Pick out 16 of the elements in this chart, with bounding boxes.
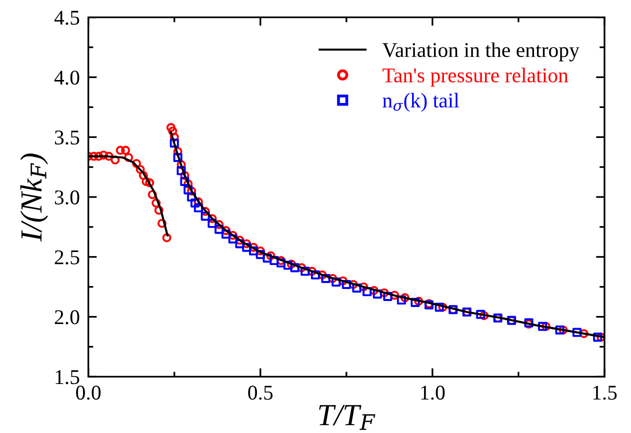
y-tick-label: 4.5 — [54, 10, 80, 25]
y-axis-title: I/(Nk$_{F}$) — [20, 154, 48, 242]
legend-label: n$_{σ}$(k) tail — [382, 92, 460, 112]
x-tick-label: 1.5 — [593, 386, 617, 400]
y-tick-label: 1.5 — [56, 370, 80, 384]
y-tick-label: 3.0 — [54, 190, 80, 205]
y-tick-label: 4.0 — [54, 70, 80, 85]
x-tick-label: 0.5 — [248, 386, 273, 400]
x-tick-label: 0.0 — [76, 386, 101, 400]
legend-label: Variation in the entropy — [382, 42, 580, 62]
x-axis-title: T/T$_{F}$ — [319, 404, 376, 430]
y-tick-label: 2.5 — [54, 250, 80, 264]
legend-label: Tan's pressure relation — [382, 68, 568, 87]
x-tick-label: 1.0 — [421, 386, 445, 400]
y-tick-label: 3.5 — [54, 130, 80, 145]
y-tick-label: 2.0 — [54, 310, 80, 324]
